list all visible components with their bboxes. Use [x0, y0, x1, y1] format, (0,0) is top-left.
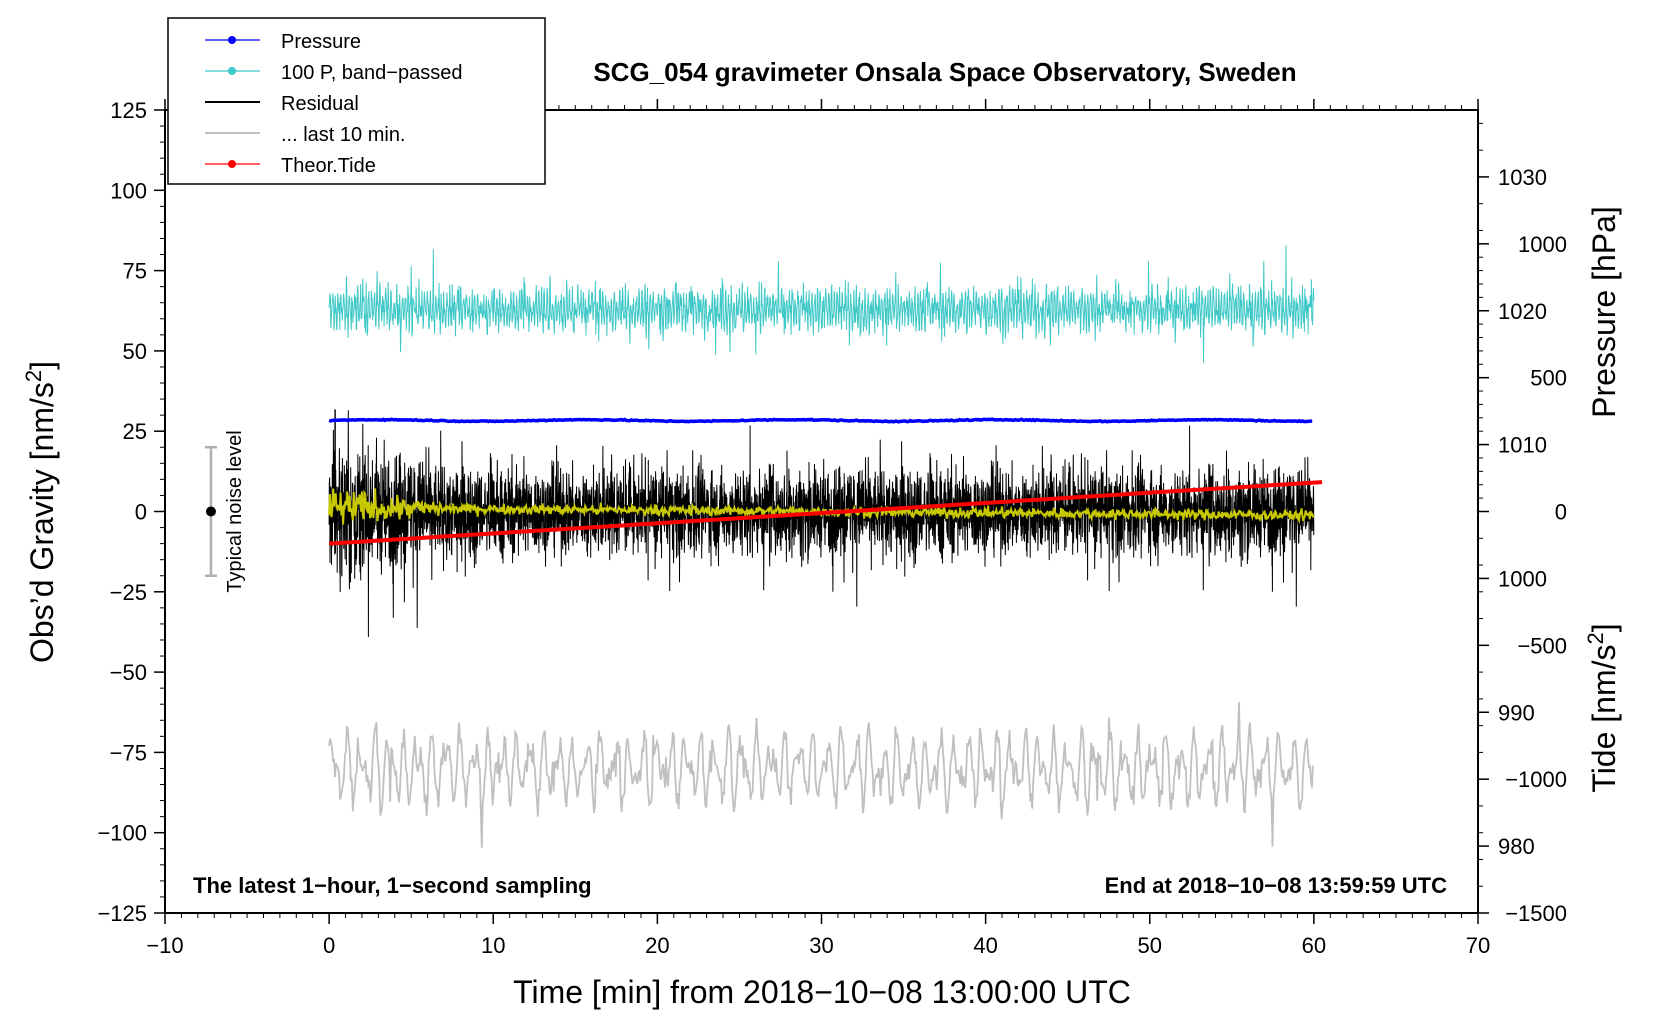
legend-label-last-10-min: ... last 10 min.	[281, 124, 406, 146]
y-left-tick-label: −125	[97, 901, 147, 926]
y-axis-label-left: Obs’d Gravity [nm/s2]	[21, 361, 60, 663]
y-left-tick-label: 50	[123, 339, 147, 364]
tide-label-end: ]	[1586, 623, 1622, 632]
y-left-tick-label: −75	[110, 740, 147, 765]
annotation-right: End at 2018−10−08 13:59:59 UTC	[1105, 873, 1448, 898]
y-left-label-sup: 2	[21, 370, 46, 382]
legend-item-theor-tide: Theor.Tide	[205, 155, 376, 177]
tide-tick-label: −500	[1517, 633, 1567, 658]
tide-tick-label: 500	[1530, 366, 1567, 391]
legend-marker-band-passed	[228, 67, 236, 75]
tide-tick-label: 0	[1555, 500, 1567, 525]
y-left-tick-label: −25	[110, 580, 147, 605]
major-ticks	[154, 99, 1489, 924]
noise-label: Typical noise level	[224, 430, 246, 592]
tide-tick-labels: 1000 500 0 −500 −1000 −1500	[1505, 232, 1567, 926]
x-tick-label: 70	[1466, 933, 1490, 958]
pressure-tick-label: 1030	[1498, 165, 1547, 190]
y-axis-label-tide: Tide [nm/s2]	[1583, 623, 1622, 792]
y-left-tick-label: 25	[123, 419, 147, 444]
x-tick-label: 40	[973, 933, 997, 958]
tide-label-main: Tide [nm/s	[1586, 644, 1622, 792]
tide-label-sup: 2	[1583, 632, 1608, 644]
x-tick-label: 60	[1302, 933, 1326, 958]
noise-dot	[205, 506, 216, 517]
x-tick-labels: −10 0 10 20 30 40 50 60 70	[146, 933, 1490, 958]
pressure-tick-label: 1000	[1498, 566, 1547, 591]
series-theor-tide	[328, 480, 1323, 546]
pressure-tick-label: 1010	[1498, 433, 1547, 458]
legend-label-pressure: Pressure	[281, 31, 361, 53]
legend-item-pressure: Pressure	[205, 31, 361, 53]
legend-item-last-10-min: ... last 10 min.	[205, 124, 406, 146]
series-pressure	[328, 417, 1313, 424]
pressure-tick-label: 980	[1498, 834, 1535, 859]
noise-indicator: Typical noise level	[204, 430, 246, 593]
y-left-tick-label: 0	[135, 500, 147, 525]
x-tick-label: 20	[645, 933, 669, 958]
tide-tick-label: −1000	[1505, 767, 1567, 792]
x-axis-label: Time [min] from 2018−10−08 13:00:00 UTC	[513, 974, 1131, 1010]
pressure-tick-labels: 1030 1020 1010 1000 990 980	[1498, 165, 1547, 859]
x-tick-label: −10	[146, 933, 183, 958]
y-left-tick-label: 100	[110, 178, 147, 203]
chart-title: SCG_054 gravimeter Onsala Space Observat…	[593, 57, 1296, 87]
x-tick-label: 0	[323, 933, 335, 958]
y-left-label-end: ]	[24, 361, 60, 370]
y-left-tick-label: 125	[110, 98, 147, 123]
legend: Pressure 100 P, band−passed Residual ...…	[167, 17, 546, 185]
legend-item-band-passed: 100 P, band−passed	[205, 62, 462, 84]
tide-tick-label: 1000	[1518, 232, 1567, 257]
y-axis-label-pressure: Pressure [hPa]	[1586, 206, 1622, 418]
series-residual-smoothed	[328, 488, 1315, 525]
y-left-tick-labels: 125 100 75 50 25 0 −25 −50 −75 −100 −125	[97, 98, 147, 926]
legend-label-theor-tide: Theor.Tide	[281, 155, 376, 177]
series-last-10-min	[328, 702, 1314, 848]
legend-item-residual: Residual	[205, 93, 359, 115]
series-band-passed	[328, 245, 1315, 363]
legend-marker-pressure	[228, 36, 236, 44]
y-left-tick-label: 75	[123, 259, 147, 284]
x-tick-label: 50	[1138, 933, 1162, 958]
y-left-tick-label: −50	[110, 660, 147, 685]
pressure-tick-label: 990	[1498, 700, 1535, 725]
annotation-left: The latest 1−hour, 1−second sampling	[193, 873, 592, 898]
pressure-tick-label: 1020	[1498, 299, 1547, 324]
series-residual	[328, 409, 1315, 638]
x-tick-label: 30	[809, 933, 833, 958]
tide-tick-label: −1500	[1505, 901, 1567, 926]
y-left-label-main: Obs’d Gravity [nm/s	[24, 382, 60, 663]
series-layer	[328, 245, 1323, 848]
legend-label-band-passed: 100 P, band−passed	[281, 62, 462, 84]
legend-marker-theor-tide	[228, 160, 236, 168]
x-tick-label: 10	[481, 933, 505, 958]
y-left-tick-label: −100	[97, 821, 147, 846]
legend-label-residual: Residual	[281, 93, 359, 115]
